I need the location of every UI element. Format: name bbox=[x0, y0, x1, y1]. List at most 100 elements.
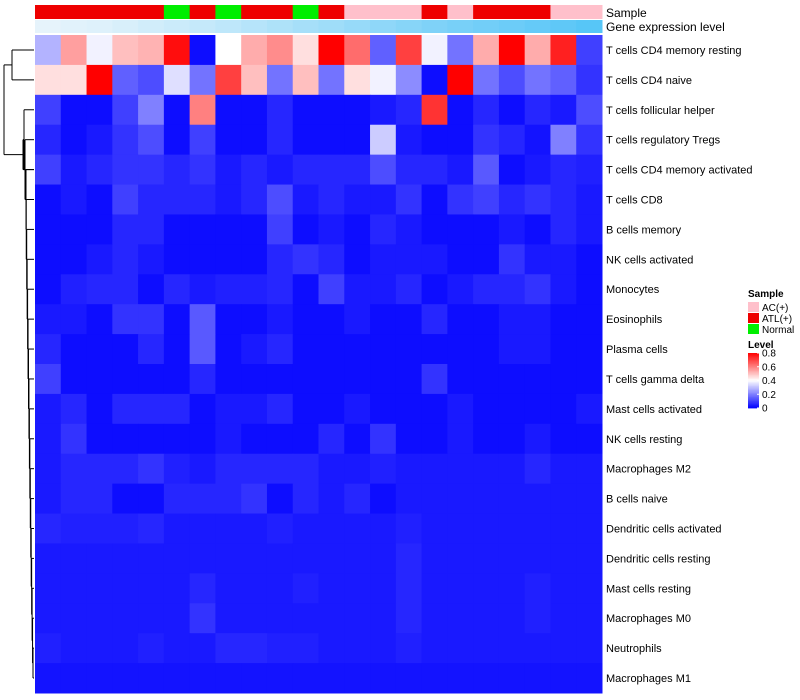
heatmap-cell bbox=[60, 513, 88, 544]
heatmap-cell bbox=[112, 334, 139, 365]
heatmap-cell bbox=[292, 393, 319, 425]
heatmap-cell bbox=[498, 483, 526, 515]
sample-annotation-cell bbox=[241, 5, 268, 19]
heatmap-cell bbox=[344, 364, 371, 395]
heatmap-cell bbox=[421, 513, 448, 544]
expression-annotation-cell bbox=[318, 20, 345, 33]
heatmap-cell bbox=[395, 663, 423, 694]
heatmap-cell bbox=[318, 423, 345, 455]
heatmap-cell bbox=[550, 244, 577, 275]
heatmap-cell bbox=[215, 334, 242, 365]
heatmap-cell bbox=[60, 274, 88, 305]
heatmap-cell bbox=[189, 423, 216, 455]
heatmap-cell bbox=[215, 663, 242, 694]
heatmap-cell bbox=[138, 214, 165, 245]
heatmap-cell bbox=[189, 453, 216, 485]
heatmap-cell bbox=[421, 124, 448, 156]
row-label: Dendritic cells activated bbox=[606, 524, 722, 536]
expression-annotation-cell bbox=[576, 20, 603, 33]
level-legend-gradient bbox=[748, 376, 759, 379]
heatmap-cell bbox=[473, 513, 500, 544]
sample-annotation-cell bbox=[292, 5, 319, 19]
heatmap-cell bbox=[524, 453, 551, 485]
heatmap-cell bbox=[498, 633, 526, 664]
heatmap-cell bbox=[447, 64, 474, 96]
heatmap-cell bbox=[447, 214, 474, 245]
heatmap-cell bbox=[215, 244, 242, 275]
heatmap-cell bbox=[576, 214, 603, 245]
heatmap-cell bbox=[524, 364, 551, 395]
heatmap-cell bbox=[395, 214, 423, 245]
heatmap-cell bbox=[370, 154, 397, 186]
heatmap-cell bbox=[524, 244, 551, 275]
heatmap-cell bbox=[163, 633, 191, 664]
level-legend-gradient bbox=[748, 375, 759, 377]
heatmap-cell bbox=[86, 543, 113, 574]
heatmap-cell bbox=[524, 393, 551, 425]
sample-annotation-cell bbox=[473, 5, 500, 19]
heatmap-cell bbox=[473, 603, 500, 634]
expression-annotation-cell bbox=[241, 20, 268, 33]
expression-annotation-bar bbox=[35, 20, 603, 33]
expression-annotation-cell bbox=[421, 20, 448, 33]
heatmap-cell bbox=[266, 64, 294, 96]
heatmap-cell bbox=[60, 64, 88, 96]
heatmap-cell bbox=[86, 423, 113, 455]
heatmap-cell bbox=[421, 154, 448, 186]
heatmap-cell bbox=[163, 423, 191, 455]
heatmap-cell bbox=[86, 154, 113, 186]
heatmap-cell bbox=[395, 184, 423, 215]
heatmap-cell bbox=[189, 64, 216, 96]
heatmap-cell bbox=[421, 573, 448, 604]
heatmap-cell bbox=[60, 334, 88, 365]
heatmap-cell bbox=[60, 663, 88, 694]
heatmap-cell bbox=[498, 214, 526, 245]
heatmap-cell bbox=[550, 124, 577, 156]
heatmap-cell bbox=[344, 64, 371, 96]
heatmap-cell bbox=[292, 364, 319, 395]
heatmap-cell bbox=[370, 483, 397, 515]
heatmap-cell bbox=[189, 663, 216, 694]
heatmap-cell bbox=[35, 124, 62, 156]
heatmap-cell bbox=[86, 573, 113, 604]
heatmap-cell bbox=[576, 244, 603, 275]
heatmap-cell bbox=[138, 483, 165, 515]
heatmap-cell bbox=[395, 393, 423, 425]
heatmap-cell bbox=[215, 274, 242, 305]
heatmap-cell bbox=[189, 633, 216, 664]
heatmap-cell bbox=[292, 274, 319, 305]
heatmap-cell bbox=[241, 663, 268, 694]
sample-legend-label: ATL(+) bbox=[762, 314, 792, 325]
heatmap-cell bbox=[473, 94, 500, 126]
expression-annotation-cell bbox=[60, 20, 88, 33]
heatmap-cell bbox=[344, 423, 371, 455]
heatmap-cell bbox=[550, 214, 577, 245]
heatmap-cell bbox=[550, 423, 577, 455]
heatmap-cell bbox=[550, 94, 577, 126]
heatmap-cell bbox=[60, 453, 88, 485]
level-legend-gradient bbox=[748, 370, 759, 373]
heatmap-cell bbox=[576, 304, 603, 335]
heatmap-cell bbox=[138, 124, 165, 156]
heatmap-cell bbox=[550, 274, 577, 305]
heatmap-cell bbox=[163, 35, 191, 66]
heatmap-cell bbox=[576, 334, 603, 365]
level-legend-gradient bbox=[748, 398, 759, 401]
heatmap-cell bbox=[292, 633, 319, 664]
heatmap-cell bbox=[138, 94, 165, 126]
heatmap-cell bbox=[524, 154, 551, 186]
heatmap-cell bbox=[35, 244, 62, 275]
heatmap-cell bbox=[550, 304, 577, 335]
heatmap-cell bbox=[35, 423, 62, 455]
heatmap-cell bbox=[318, 573, 345, 604]
row-label: Mast cells resting bbox=[606, 583, 691, 595]
heatmap-cell bbox=[189, 483, 216, 515]
heatmap-cell bbox=[447, 573, 474, 604]
heatmap-cell bbox=[447, 603, 474, 634]
heatmap-cell bbox=[138, 274, 165, 305]
heatmap-cell bbox=[421, 334, 448, 365]
heatmap-cell bbox=[86, 633, 113, 664]
heatmap-cell bbox=[215, 603, 242, 634]
heatmap-cell bbox=[344, 543, 371, 574]
level-legend-gradient bbox=[748, 395, 759, 398]
